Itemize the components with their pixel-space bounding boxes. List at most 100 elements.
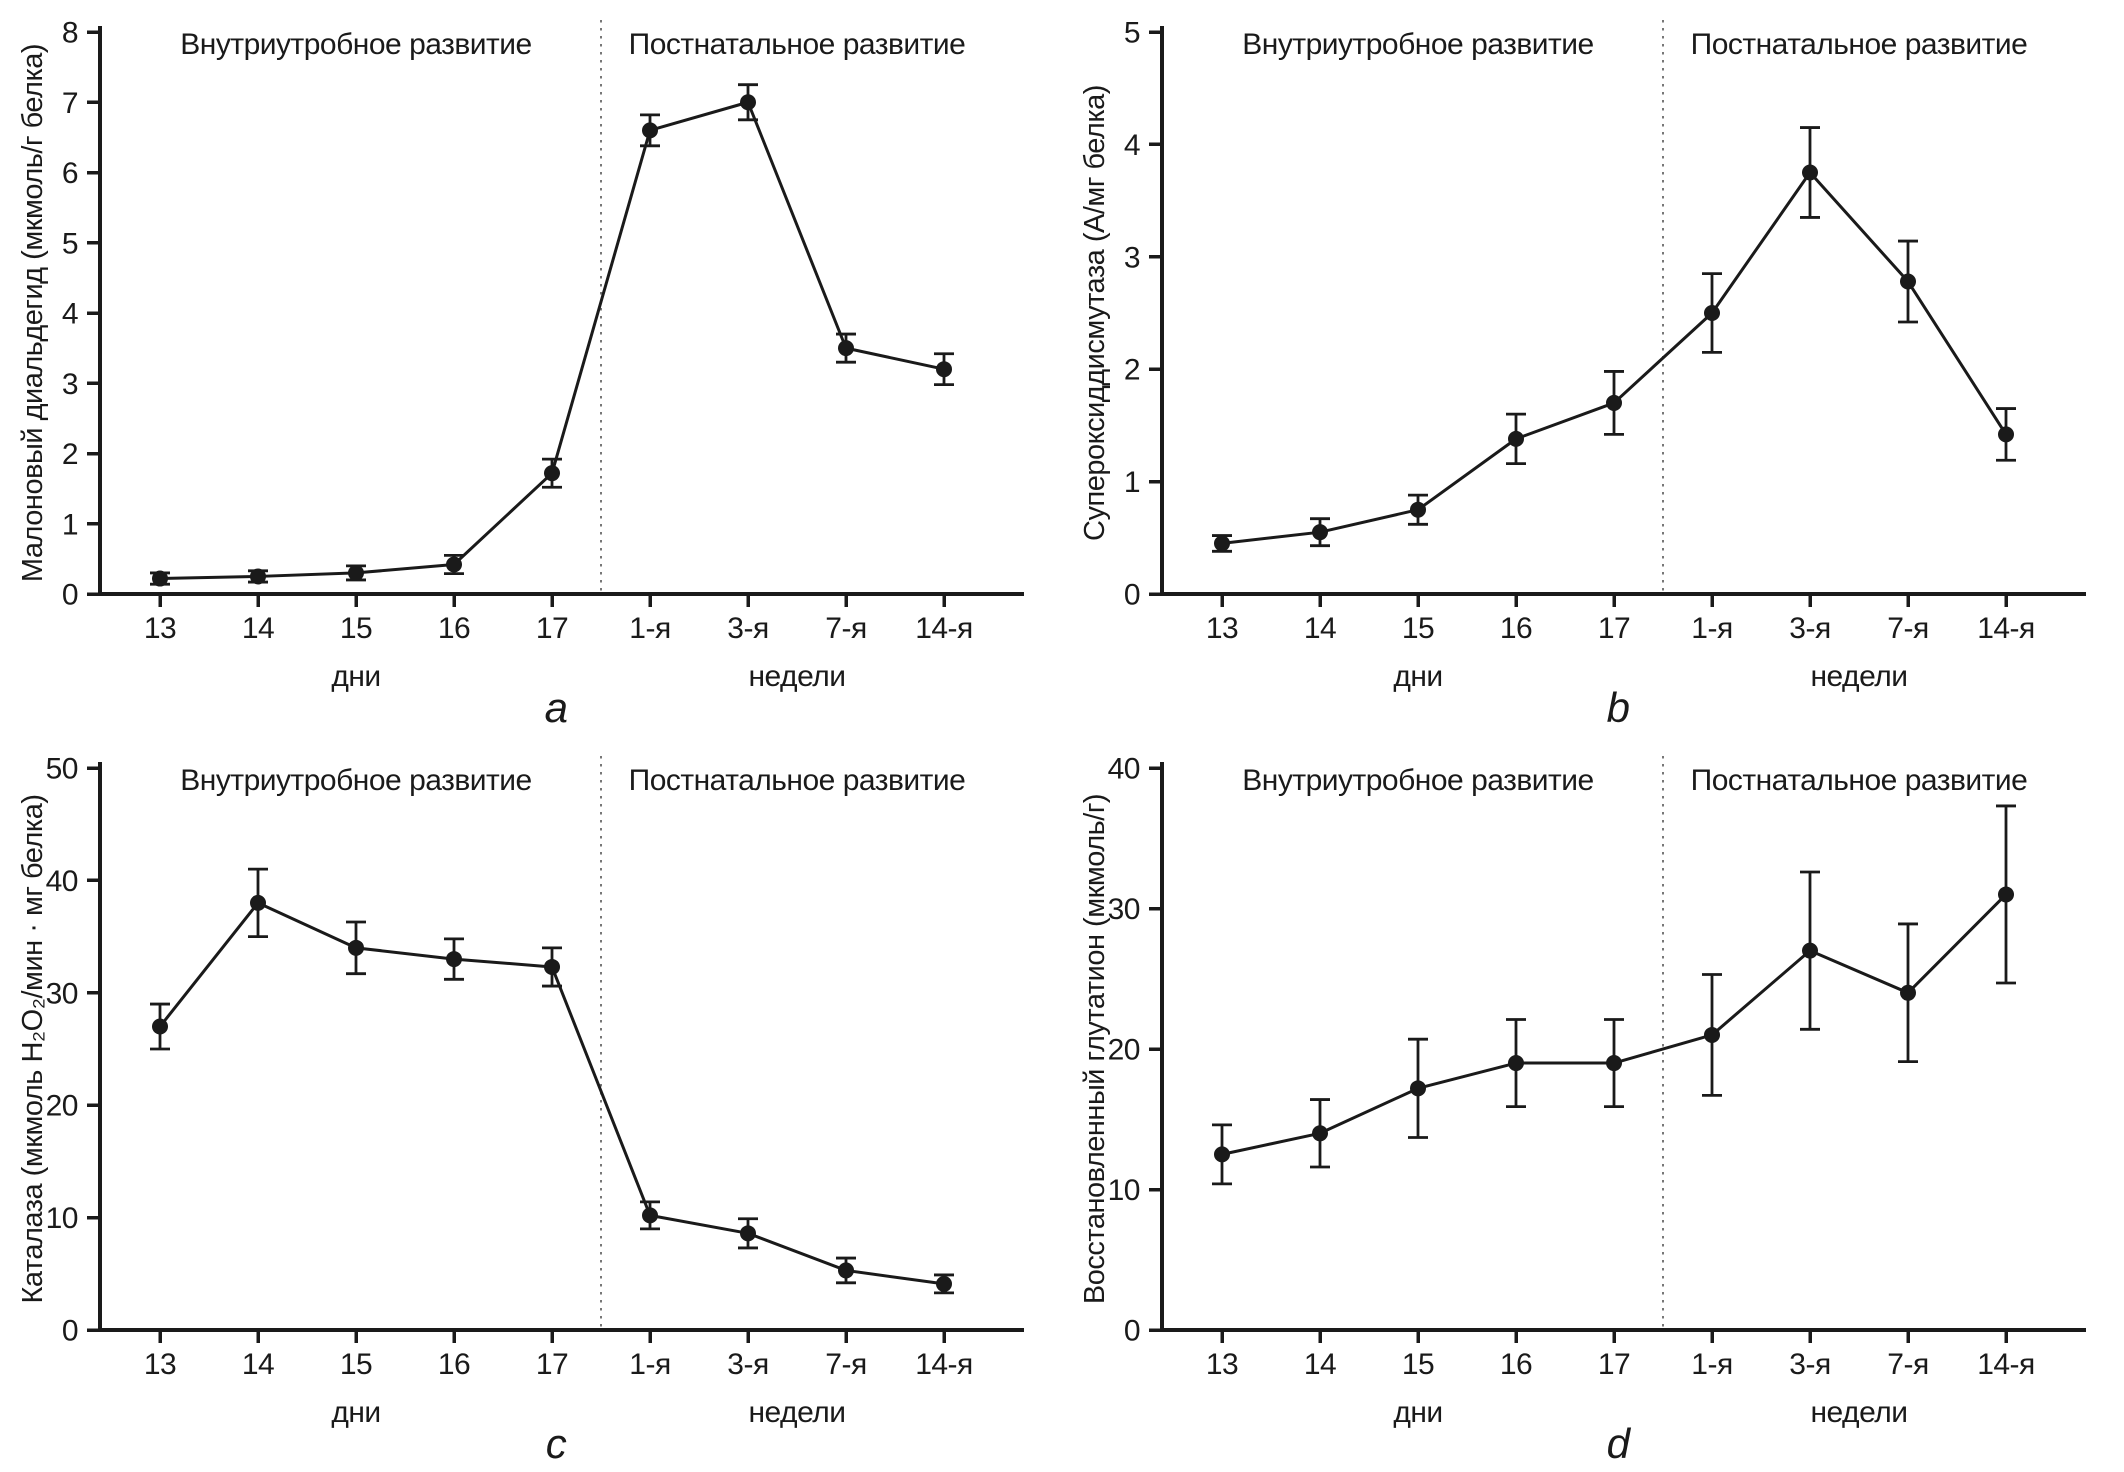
section-title-left: Внутриутробное развитие: [1242, 28, 1594, 61]
x-group-label-weeks: недели: [748, 660, 845, 693]
data-point: [250, 894, 266, 911]
data-series: [150, 83, 954, 587]
x-tick-label: 14: [1304, 612, 1336, 645]
series-line: [159, 100, 945, 581]
section-title-left: Внутриутробное развитие: [180, 28, 532, 61]
y-axis-title: Каталаза (мкмоль Н₂О₂/мин · мг белка): [17, 794, 49, 1303]
y-tick-label: 0: [62, 579, 78, 612]
data-point: [544, 958, 560, 975]
x-axis-ticks: 13 14 15 16 17 1-я 3-я 7-я 14-я: [144, 594, 973, 645]
x-tick-label: 3-я: [727, 612, 768, 645]
data-point: [1606, 394, 1622, 411]
x-tick-label: 3-я: [1789, 1348, 1830, 1381]
section-title-right: Постнатальное развитие: [1691, 764, 2028, 797]
y-tick-label: 5: [1124, 17, 1140, 50]
x-tick-label: 17: [1598, 612, 1630, 645]
section-title-right: Постнатальное развитие: [629, 28, 966, 61]
y-tick-label: 30: [1108, 893, 1140, 926]
data-point: [446, 951, 462, 968]
y-tick-label: 5: [62, 227, 78, 260]
data-point: [740, 1225, 756, 1242]
panel-d: 0 10 20 30 40 13 14 15 16 17 1-я 3-я 7-я 14-я Внутриут…: [1062, 736, 2124, 1472]
x-tick-label: 14: [242, 1348, 274, 1381]
chart-svg-a: 0 1 2 3 4 5 6 7 8 13 14 15 16 17 1-я 3-я 7-я 14-я Внутриут…: [17, 17, 1024, 731]
x-tick-label: 1-я: [1691, 612, 1732, 645]
section-title-left: Внутриутробное развитие: [180, 764, 532, 797]
axes: [1160, 762, 2086, 1332]
chart-svg-d: 0 10 20 30 40 13 14 15 16 17 1-я 3-я 7-я 14-я Внутриут…: [1079, 753, 2086, 1467]
x-tick-label: 16: [438, 1348, 470, 1381]
x-tick-label: 15: [1402, 612, 1434, 645]
panel-c: 0 10 20 30 40 50 13 14 15 16 17 1-я 3-я 7-я 14-я Внутри…: [0, 736, 1062, 1472]
x-group-label-weeks: недели: [748, 1396, 845, 1429]
x-tick-label: 7-я: [1887, 1348, 1928, 1381]
y-axis-ticks: 0 10 20 30 40 50: [46, 753, 100, 1348]
data-point: [1900, 273, 1916, 290]
x-tick-label: 14-я: [915, 1348, 973, 1381]
y-tick-label: 0: [62, 1315, 78, 1348]
data-point: [250, 568, 266, 585]
data-series: [150, 867, 954, 1295]
panel-letter: d: [1607, 1420, 1632, 1467]
y-axis-title: Супероксиддисмутаза (А/мг белка): [1079, 85, 1111, 541]
data-point: [348, 564, 364, 581]
x-group-label-days: дни: [1393, 660, 1442, 693]
data-point: [348, 939, 364, 956]
y-tick-label: 10: [46, 1202, 78, 1235]
x-tick-label: 3-я: [727, 1348, 768, 1381]
x-tick-label: 16: [1500, 612, 1532, 645]
x-tick-label: 7-я: [825, 612, 866, 645]
x-group-label-days: дни: [331, 660, 380, 693]
x-tick-label: 17: [536, 612, 568, 645]
data-point: [1312, 524, 1328, 541]
data-series: [1212, 804, 2016, 1186]
panel-b: 0 1 2 3 4 5 13 14 15 16 17 1-я 3-я 7-я 14-я Внутриутроб…: [1062, 0, 2124, 736]
y-tick-label: 8: [62, 17, 78, 50]
y-tick-label: 50: [46, 753, 78, 786]
series-line: [1221, 171, 2008, 545]
x-tick-label: 13: [144, 612, 176, 645]
x-tick-label: 17: [536, 1348, 568, 1381]
x-tick-label: 15: [1402, 1348, 1434, 1381]
y-tick-label: 4: [62, 298, 78, 331]
y-tick-label: 10: [1108, 1174, 1140, 1207]
y-tick-label: 20: [46, 1090, 78, 1123]
data-point: [1312, 1125, 1328, 1142]
data-point: [1508, 1055, 1524, 1072]
data-point: [1410, 1080, 1426, 1097]
y-tick-label: 2: [1124, 354, 1140, 387]
panel-letter: a: [545, 684, 568, 731]
y-tick-label: 20: [1108, 1034, 1140, 1067]
data-point: [1214, 535, 1230, 552]
data-point: [1508, 430, 1524, 447]
section-title-left: Внутриутробное развитие: [1242, 764, 1594, 797]
panel-a: 0 1 2 3 4 5 6 7 8 13 14 15 16 17 1-я 3-я 7-я 14-я Внутриут…: [0, 0, 1062, 736]
data-point: [152, 570, 168, 587]
data-point: [152, 1018, 168, 1035]
x-tick-label: 3-я: [1789, 612, 1830, 645]
y-tick-label: 6: [62, 157, 78, 190]
x-tick-label: 15: [340, 1348, 372, 1381]
data-series: [1212, 126, 2016, 553]
y-axis-ticks: 0 1 2 3 4 5: [1124, 17, 1162, 612]
data-point: [1900, 984, 1916, 1001]
y-tick-label: 0: [1124, 1315, 1140, 1348]
data-point: [740, 94, 756, 111]
data-point: [936, 361, 952, 378]
data-point: [838, 1262, 854, 1279]
data-point: [936, 1275, 952, 1292]
y-tick-label: 30: [46, 977, 78, 1010]
y-tick-label: 3: [62, 368, 78, 401]
data-point: [642, 122, 658, 139]
y-tick-label: 1: [1124, 466, 1140, 499]
data-point: [1214, 1146, 1230, 1163]
data-point: [544, 465, 560, 482]
chart-svg-c: 0 10 20 30 40 50 13 14 15 16 17 1-я 3-я 7-я 14-я Внутри…: [17, 753, 1024, 1467]
axes: [1160, 26, 2086, 596]
x-group-label-days: дни: [331, 1396, 380, 1429]
panel-letter: c: [546, 1420, 567, 1467]
y-axis-ticks: 0 10 20 30 40: [1108, 753, 1162, 1348]
x-axis-ticks: 13 14 15 16 17 1-я 3-я 7-я 14-я: [1206, 1330, 2035, 1381]
panel-letter: b: [1607, 684, 1630, 731]
x-tick-label: 14-я: [1977, 1348, 2035, 1381]
